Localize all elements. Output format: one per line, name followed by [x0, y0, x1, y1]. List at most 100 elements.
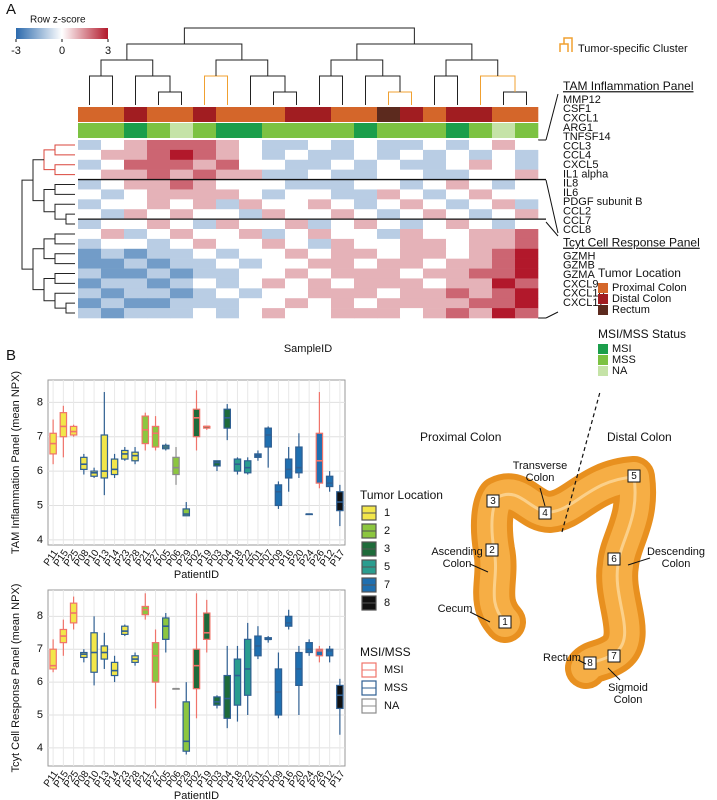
heatmap-cell	[400, 308, 424, 319]
heatmap-cell	[124, 199, 148, 210]
heatmap-cell	[446, 179, 470, 190]
heatmap-cell	[262, 149, 286, 161]
heatmap-cell	[446, 169, 470, 180]
dendrogram-branch	[54, 203, 75, 220]
gene-label: IL1 alpha	[563, 168, 609, 180]
box	[121, 449, 129, 460]
box	[182, 701, 191, 752]
heatmap-cell	[101, 149, 125, 161]
legend-title: Tumor Location	[360, 488, 443, 502]
gene-label: CCL3	[563, 140, 591, 152]
legend-label: 2	[384, 525, 390, 537]
gene-label: GZMA	[563, 269, 595, 281]
heatmap-cell	[285, 140, 309, 151]
y-tick-label: 7	[37, 643, 43, 655]
panel-label: B	[6, 347, 16, 364]
heatmap-cell	[193, 258, 217, 269]
dendrogram-branch	[65, 302, 75, 314]
heatmap-cell	[469, 268, 493, 279]
heatmap-cell	[354, 229, 378, 240]
segment-marker	[627, 469, 641, 483]
heatmap-cell	[423, 209, 447, 220]
heatmap-cell	[262, 258, 286, 269]
heatmap-cell	[446, 298, 470, 309]
y-tick-label: 5	[37, 709, 43, 721]
box	[315, 648, 324, 657]
segment-number: 4	[542, 508, 548, 519]
heatmap-cell	[147, 268, 171, 279]
segment-marker	[498, 615, 512, 629]
heatmap-cell	[354, 238, 378, 250]
heatmap-cell	[101, 159, 125, 170]
heatmap-cell	[515, 169, 539, 180]
heatmap-cell	[170, 258, 194, 269]
heatmap-cell	[216, 159, 240, 170]
dendrogram-branch	[330, 59, 384, 76]
status-annotation	[262, 123, 286, 138]
heatmap-cell	[354, 209, 378, 220]
heatmap-cell	[469, 179, 493, 190]
heatmap-cell	[469, 189, 493, 200]
heatmap-cell	[101, 219, 125, 230]
box	[213, 696, 221, 706]
heatmap-cell	[285, 209, 309, 220]
heatmap-cell	[331, 258, 355, 269]
heatmap-cell	[262, 268, 286, 279]
heatmap-cell	[285, 169, 309, 180]
heatmap-cell	[216, 288, 240, 299]
location-annotation	[354, 107, 378, 122]
heatmap-cell	[400, 268, 424, 279]
dendrogram-branch	[273, 91, 297, 105]
dendrogram-branch	[100, 59, 154, 76]
heatmap-cell	[124, 229, 148, 240]
heatmap-cell	[469, 288, 493, 299]
heatmap-cell	[170, 278, 194, 289]
location-annotation	[285, 107, 309, 122]
heatmap-cell	[331, 219, 355, 230]
status-annotation	[492, 123, 516, 138]
heatmap-cell	[124, 179, 148, 190]
heatmap-cell	[193, 199, 217, 210]
heatmap-cell	[170, 238, 194, 250]
heatmap-cell	[469, 278, 493, 289]
heatmap-cell	[193, 179, 217, 190]
legend-label: MSS	[384, 682, 408, 694]
heatmap-cell	[308, 308, 332, 319]
heatmap-cell	[492, 199, 516, 210]
heatmap-cell	[262, 219, 286, 230]
heatmap-cell	[262, 278, 286, 289]
heatmap-cell	[492, 169, 516, 180]
box	[295, 446, 303, 474]
heatmap-cell	[423, 288, 447, 299]
heatmap-cell	[147, 140, 171, 151]
heatmap-cell	[423, 238, 447, 250]
box	[284, 615, 293, 627]
heatmap-cell	[285, 278, 309, 289]
label-leader	[607, 667, 621, 681]
colorbar-tick-label: 3	[105, 45, 111, 57]
heatmap-cell	[170, 199, 194, 210]
legend-swatch	[598, 283, 608, 293]
heatmap-cell	[515, 149, 539, 161]
y-axis-title: TAM Inflammation Panel (mean NPX)	[10, 371, 22, 554]
dendrogram-branch	[365, 75, 401, 105]
heatmap-cell	[216, 169, 240, 180]
heatmap-cell	[216, 199, 240, 210]
box	[100, 434, 109, 479]
heatmap-cell	[170, 219, 194, 230]
gene-label: CXCL9	[563, 278, 598, 290]
heatmap-cell	[492, 248, 516, 259]
heatmap-cell	[216, 149, 240, 161]
heatmap-cell	[331, 209, 355, 220]
heatmap-cell	[216, 189, 240, 200]
heatmap-cell	[193, 189, 217, 200]
heatmap-cell	[78, 278, 102, 289]
heatmap-cell	[308, 140, 332, 151]
heatmap-cell	[308, 238, 332, 250]
heatmap-cell	[147, 238, 171, 250]
location-annotation	[400, 107, 424, 122]
heatmap-cell	[193, 268, 217, 279]
heatmap-cell	[446, 209, 470, 220]
heatmap-cell	[216, 209, 240, 220]
